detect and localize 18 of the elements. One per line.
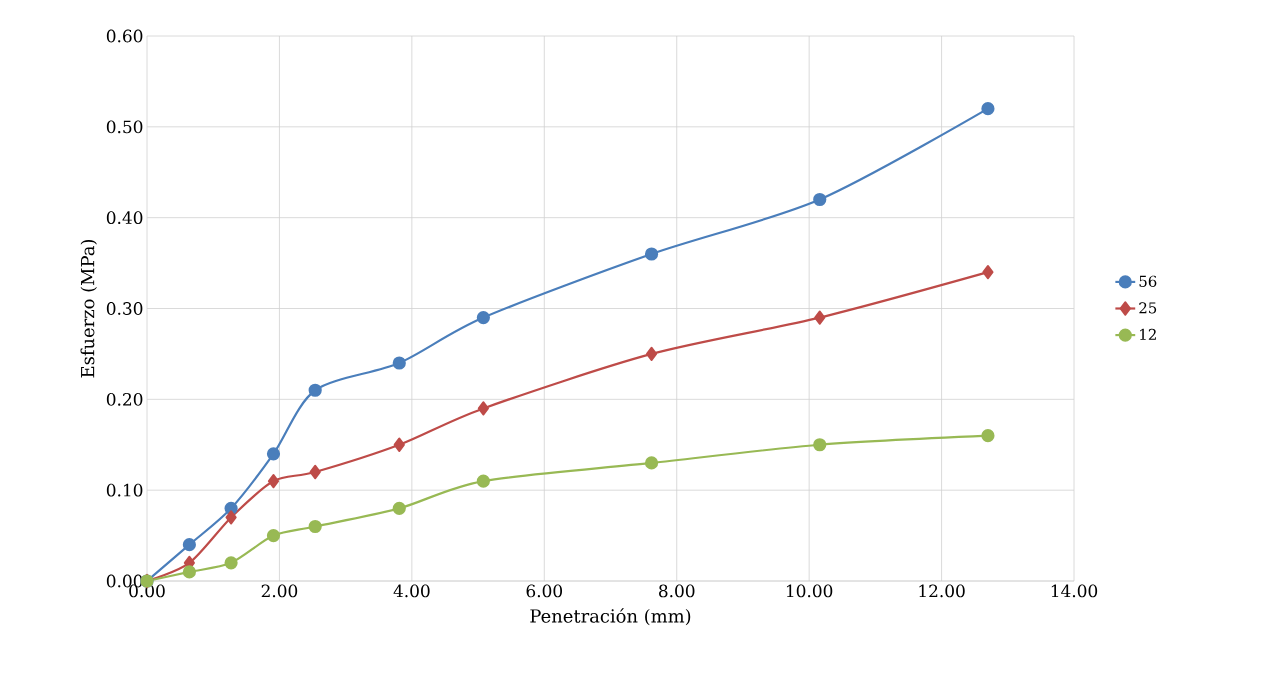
- x-tick-label: 10.00: [786, 584, 833, 598]
- legend-label: 56: [1139, 275, 1157, 287]
- x-tick-label: 8.00: [659, 584, 695, 598]
- y-tick-label: 0.60: [106, 29, 143, 43]
- x-tick-label: 4.00: [393, 584, 430, 598]
- y-tick-label: 0.20: [106, 392, 143, 406]
- x-axis-title: Penetración (mm): [530, 608, 691, 626]
- y-tick-label: 0.10: [106, 483, 143, 497]
- legend-label: 12: [1140, 328, 1156, 340]
- y-axis-title: Esfuerzo (MPa): [80, 239, 97, 378]
- x-tick-label: 2.00: [261, 584, 298, 598]
- x-tick-label: 6.00: [526, 584, 563, 598]
- y-tick-label: 0.50: [106, 120, 143, 134]
- x-tick-label: 14.00: [1051, 584, 1098, 598]
- y-tick-label: 0.40: [106, 211, 143, 225]
- y-tick-label: 0.30: [106, 302, 143, 315]
- x-tick-label: 12.00: [919, 584, 965, 598]
- legend-label: 25: [1139, 302, 1157, 314]
